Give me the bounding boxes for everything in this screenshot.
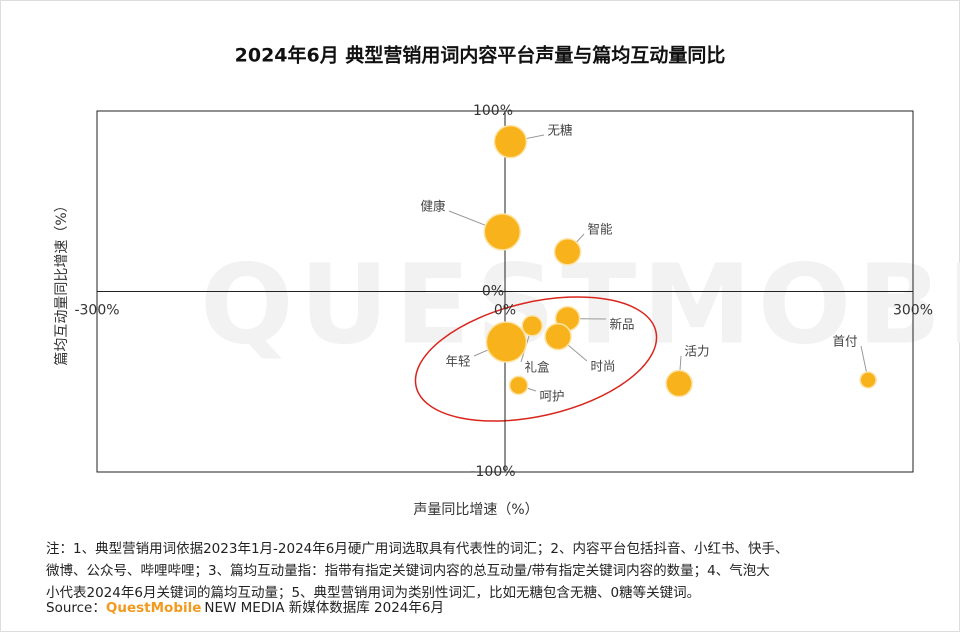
bubble	[521, 315, 543, 337]
x-tick-label: -300%	[74, 303, 119, 319]
x-tick-label: 0%	[494, 303, 516, 319]
y-tick-label: 100%	[473, 103, 513, 119]
x-axis-label: 声量同比增速（%）	[413, 502, 538, 518]
source-prefix: Source：	[46, 600, 106, 616]
source: Source：QuestMobile NEW MEDIA 新媒体数据库 2024年…	[46, 600, 444, 616]
bubble-label: 智能	[587, 222, 613, 237]
y-axis-label: 篇均互动量同比增速（%）	[54, 198, 70, 365]
y-tick-label: 0%	[482, 284, 504, 300]
bubble	[485, 321, 528, 363]
source-rest: NEW MEDIA 新媒体数据库 2024年6月	[204, 600, 444, 616]
bubble	[553, 238, 582, 266]
bubble-label: 首付	[832, 334, 857, 349]
bubble	[665, 369, 693, 398]
bubble-label: 呵护	[539, 389, 564, 404]
bubble-label: 活力	[684, 344, 709, 359]
chart-title: 2024年6月 典型营销用词内容平台声量与篇均互动量同比	[235, 44, 726, 67]
y-tick-label: -100%	[470, 464, 515, 480]
bubble	[483, 213, 522, 251]
bubble-label: 时尚	[590, 359, 615, 374]
bubble-label: 无糖	[547, 123, 573, 138]
note-line: 小代表2024年6月关键词的篇均互动量；5、典型营销用词为类别性词汇，比如无糖包…	[46, 584, 700, 601]
bubble	[859, 371, 877, 389]
source-brand: QuestMobile	[106, 600, 202, 616]
bubble-label: 新品	[609, 317, 634, 332]
x-tick-label: 300%	[893, 303, 933, 319]
bubble	[508, 375, 529, 396]
note-line: 注：1、典型营销用词依据2023年1月-2024年6月硬广用词选取具有代表性的词…	[46, 540, 788, 557]
bubble-label: 礼盒	[524, 360, 550, 375]
bubble-label: 年轻	[445, 354, 470, 369]
watermark: QUESTMOBILE	[200, 240, 960, 368]
bubble-label: 健康	[420, 199, 446, 214]
bubble	[493, 124, 528, 159]
note-line: 微博、公众号、哔哩哔哩；3、篇均互动量指：指带有指定关键词内容的总互动量/带有指…	[46, 562, 770, 579]
bubble	[544, 322, 572, 351]
highlight-ellipse	[414, 296, 658, 422]
